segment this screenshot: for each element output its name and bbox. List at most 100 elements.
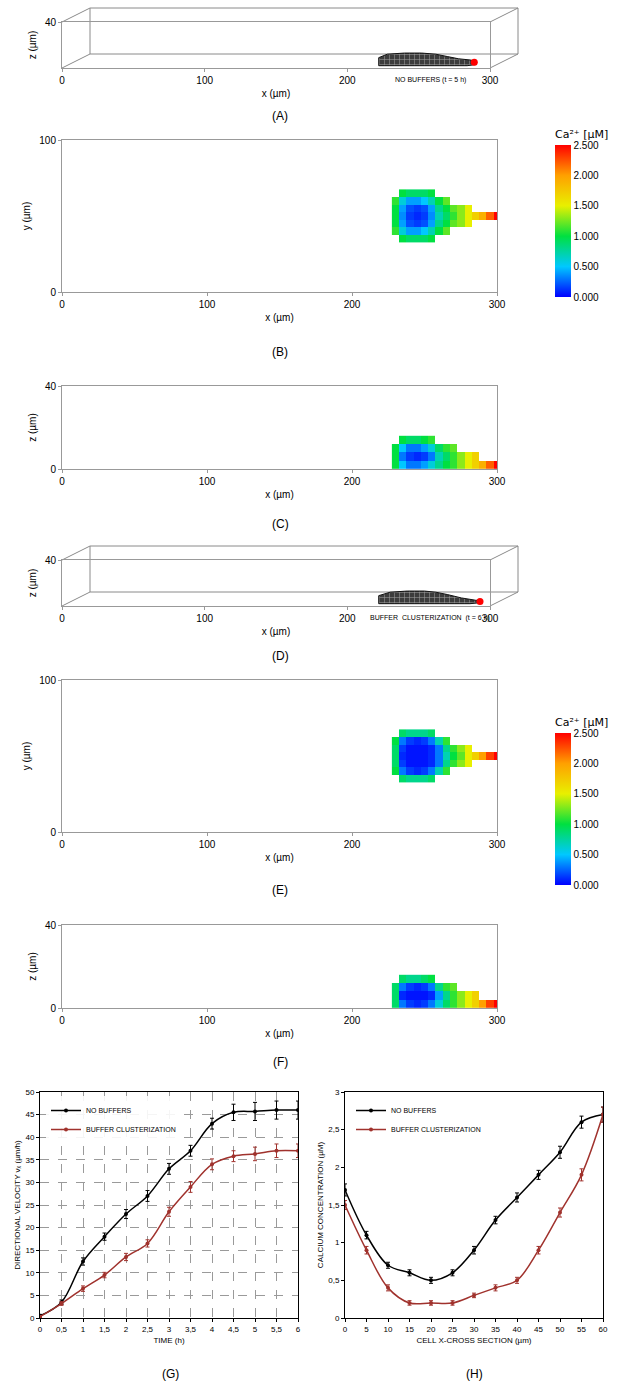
svg-text:35: 35 bbox=[491, 1325, 500, 1334]
svg-text:1.500: 1.500 bbox=[574, 200, 599, 211]
svg-text:50: 50 bbox=[25, 1088, 34, 1097]
svg-text:4,5: 4,5 bbox=[228, 1325, 240, 1334]
svg-text:0,5: 0,5 bbox=[56, 1325, 68, 1334]
svg-text:BUFFER CLUSTERIZATION: BUFFER CLUSTERIZATION bbox=[391, 1126, 481, 1133]
svg-text:0: 0 bbox=[50, 1003, 56, 1014]
svg-text:2: 2 bbox=[335, 1163, 340, 1172]
svg-text:20: 20 bbox=[427, 1325, 436, 1334]
svg-text:45: 45 bbox=[534, 1325, 543, 1334]
svg-text:x (µm): x (µm) bbox=[265, 489, 294, 500]
svg-text:40: 40 bbox=[25, 1133, 34, 1142]
svg-text:2.500: 2.500 bbox=[574, 728, 599, 739]
svg-text:0: 0 bbox=[59, 75, 65, 86]
svg-text:CALCIUM CONCENTRATION (µM): CALCIUM CONCENTRATION (µM) bbox=[316, 1142, 325, 1269]
svg-text:40: 40 bbox=[45, 555, 57, 566]
svg-text:DIRECTIONAL VELOCITY vₓ (µm/h): DIRECTIONAL VELOCITY vₓ (µm/h) bbox=[13, 1140, 22, 1270]
svg-text:300: 300 bbox=[482, 613, 499, 624]
svg-text:3: 3 bbox=[167, 1325, 172, 1334]
svg-text:CELL X-CROSS SECTION (µm): CELL X-CROSS SECTION (µm) bbox=[417, 1336, 532, 1345]
svg-text:1,5: 1,5 bbox=[99, 1325, 111, 1334]
svg-text:10: 10 bbox=[384, 1325, 393, 1334]
svg-text:0: 0 bbox=[59, 299, 65, 310]
svg-text:x (µm): x (µm) bbox=[262, 626, 291, 637]
svg-text:1,5: 1,5 bbox=[328, 1201, 340, 1210]
svg-text:20: 20 bbox=[25, 1223, 34, 1232]
svg-text:200: 200 bbox=[344, 1015, 361, 1026]
svg-text:NO BUFFERS (t = 5 h): NO BUFFERS (t = 5 h) bbox=[395, 76, 466, 84]
svg-text:x (µm): x (µm) bbox=[265, 312, 294, 323]
svg-text:z (µm): z (µm) bbox=[27, 569, 38, 598]
svg-text:0.500: 0.500 bbox=[574, 261, 599, 272]
svg-text:y (µm): y (µm) bbox=[21, 202, 32, 231]
svg-text:0: 0 bbox=[50, 464, 56, 475]
svg-text:40: 40 bbox=[45, 381, 57, 392]
svg-text:(E): (E) bbox=[272, 883, 288, 897]
svg-text:25: 25 bbox=[25, 1201, 34, 1210]
svg-text:1.000: 1.000 bbox=[574, 819, 599, 830]
svg-text:0: 0 bbox=[335, 1314, 340, 1323]
svg-text:(C): (C) bbox=[272, 517, 289, 531]
svg-text:25: 25 bbox=[448, 1325, 457, 1334]
svg-text:300: 300 bbox=[489, 476, 506, 487]
svg-text:2.000: 2.000 bbox=[574, 170, 599, 181]
svg-text:10: 10 bbox=[25, 1269, 34, 1278]
svg-text:15: 15 bbox=[25, 1246, 34, 1255]
svg-text:x (µm): x (µm) bbox=[265, 1028, 294, 1039]
svg-text:y (µm): y (µm) bbox=[21, 742, 32, 771]
svg-text:(H): (H) bbox=[466, 1367, 483, 1381]
svg-text:35: 35 bbox=[25, 1156, 34, 1165]
svg-text:0: 0 bbox=[30, 1314, 35, 1323]
svg-text:30: 30 bbox=[25, 1178, 34, 1187]
svg-text:0: 0 bbox=[50, 287, 56, 298]
svg-text:200: 200 bbox=[344, 476, 361, 487]
svg-text:40: 40 bbox=[45, 920, 57, 931]
svg-text:3: 3 bbox=[335, 1088, 340, 1097]
svg-text:0,5: 0,5 bbox=[328, 1276, 340, 1285]
svg-text:300: 300 bbox=[482, 75, 499, 86]
svg-text:200: 200 bbox=[344, 839, 361, 850]
svg-text:1: 1 bbox=[81, 1325, 86, 1334]
svg-text:1: 1 bbox=[335, 1238, 340, 1247]
svg-text:200: 200 bbox=[339, 75, 356, 86]
svg-text:z (µm): z (µm) bbox=[27, 31, 38, 60]
svg-text:100: 100 bbox=[39, 135, 56, 146]
svg-text:x (µm): x (µm) bbox=[265, 852, 294, 863]
svg-text:5: 5 bbox=[364, 1325, 369, 1334]
svg-text:300: 300 bbox=[489, 299, 506, 310]
svg-text:0: 0 bbox=[50, 827, 56, 838]
svg-text:50: 50 bbox=[556, 1325, 565, 1334]
svg-text:15: 15 bbox=[405, 1325, 414, 1334]
svg-text:z (µm): z (µm) bbox=[27, 413, 38, 442]
svg-text:x (µm): x (µm) bbox=[262, 88, 291, 99]
svg-text:30: 30 bbox=[470, 1325, 479, 1334]
svg-text:200: 200 bbox=[339, 613, 356, 624]
svg-text:z (µm): z (µm) bbox=[27, 952, 38, 981]
svg-text:TIME (h): TIME (h) bbox=[153, 1336, 184, 1345]
svg-text:4: 4 bbox=[210, 1325, 215, 1334]
svg-text:0: 0 bbox=[59, 476, 65, 487]
svg-text:100: 100 bbox=[39, 675, 56, 686]
svg-text:100: 100 bbox=[199, 1015, 216, 1026]
svg-text:2.000: 2.000 bbox=[574, 758, 599, 769]
svg-text:55: 55 bbox=[577, 1325, 586, 1334]
svg-text:5,5: 5,5 bbox=[271, 1325, 283, 1334]
svg-text:Ca²⁺ [µM]: Ca²⁺ [µM] bbox=[555, 128, 608, 141]
svg-text:NO BUFFERS: NO BUFFERS bbox=[391, 1107, 436, 1114]
svg-text:(B): (B) bbox=[272, 345, 288, 359]
svg-text:2,5: 2,5 bbox=[328, 1125, 340, 1134]
svg-text:5: 5 bbox=[30, 1291, 35, 1300]
svg-text:0: 0 bbox=[59, 839, 65, 850]
svg-text:2,5: 2,5 bbox=[142, 1325, 154, 1334]
svg-text:BUFFER CLUSTERIZATION: BUFFER CLUSTERIZATION bbox=[86, 1126, 176, 1133]
svg-text:300: 300 bbox=[489, 839, 506, 850]
svg-text:2: 2 bbox=[124, 1325, 129, 1334]
svg-text:200: 200 bbox=[344, 299, 361, 310]
svg-text:0.000: 0.000 bbox=[574, 880, 599, 891]
svg-text:0: 0 bbox=[38, 1325, 43, 1334]
svg-text:(D): (D) bbox=[272, 649, 289, 663]
svg-text:(A): (A) bbox=[272, 109, 288, 123]
svg-text:100: 100 bbox=[196, 75, 213, 86]
svg-text:0: 0 bbox=[59, 1015, 65, 1026]
svg-text:1.500: 1.500 bbox=[574, 788, 599, 799]
svg-text:3,5: 3,5 bbox=[185, 1325, 197, 1334]
